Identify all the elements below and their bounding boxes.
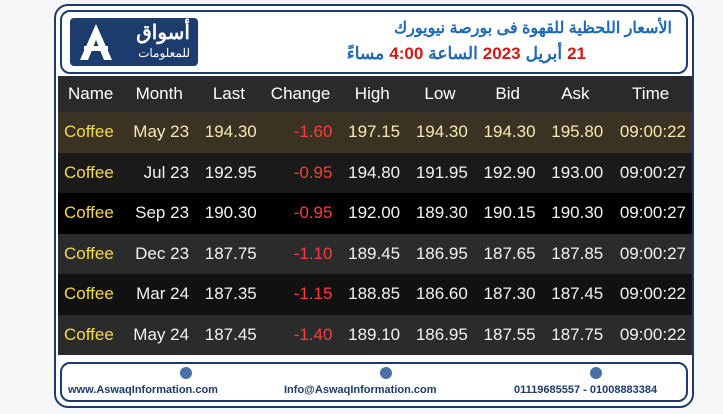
mail-icon bbox=[380, 367, 392, 379]
cell: 09:00:27 bbox=[619, 162, 686, 182]
cell: 192.95 bbox=[204, 162, 257, 182]
subtitle-part: الساعة bbox=[428, 44, 478, 63]
subtitle: 21أبريل2023الساعة4:00مساءً bbox=[342, 44, 586, 64]
cell: 186.60 bbox=[415, 284, 468, 304]
column-header: Month bbox=[123, 76, 196, 112]
cell: -1.60 bbox=[293, 122, 333, 142]
logo-name: أسواق bbox=[136, 22, 190, 44]
cell: 09:00:27 bbox=[619, 203, 686, 223]
header-row: Name Month Last Change High Low Bid Ask Time bbox=[58, 76, 692, 112]
cell: Coffee bbox=[64, 284, 114, 304]
cell: 189.10 bbox=[348, 324, 401, 344]
cell: Coffee bbox=[64, 243, 114, 263]
cell: 187.45 bbox=[551, 284, 604, 304]
column-header: High bbox=[338, 76, 407, 112]
cell: -1.15 bbox=[293, 284, 333, 304]
cell: 194.30 bbox=[415, 122, 468, 142]
cell: 187.75 bbox=[204, 243, 257, 263]
cell: 194.30 bbox=[483, 122, 536, 142]
data-row: Coffee Sep 23 190.30 -0.95 192.00 189.30 190.1… bbox=[58, 193, 692, 234]
cell: 192.00 bbox=[348, 203, 401, 223]
cell: 09:00:27 bbox=[619, 243, 686, 263]
cell: 192.90 bbox=[483, 162, 536, 182]
title: الأسعار اللحظية للقهوة فى بورصة نيويورك bbox=[393, 20, 672, 37]
cell: Coffee bbox=[64, 122, 114, 142]
cell: 195.80 bbox=[551, 122, 604, 142]
cell: 187.75 bbox=[551, 324, 604, 344]
cell: 194.80 bbox=[348, 162, 401, 182]
data-row: Coffee Mar 24 187.35 -1.15 188.85 186.60 187.3… bbox=[58, 274, 692, 315]
data-row: Coffee Dec 23 187.75 -1.10 189.45 186.95 187.6… bbox=[58, 233, 692, 274]
cell: Dec 23 bbox=[135, 243, 190, 263]
cell: 09:00:22 bbox=[619, 324, 686, 344]
website: www.AswaqInformation.com bbox=[68, 384, 218, 396]
cell: 197.15 bbox=[348, 122, 401, 142]
cell: 09:00:22 bbox=[619, 122, 686, 142]
cell: 186.95 bbox=[415, 324, 468, 344]
column-header: Bid bbox=[473, 76, 542, 112]
header: أسواق للمعلومات الأسعار اللحظية للقهوة ف… bbox=[60, 10, 688, 74]
cell: 189.45 bbox=[348, 243, 401, 263]
data-row: Coffee May 24 187.45 -1.40 189.10 186.95 187.5… bbox=[58, 314, 692, 355]
logo: أسواق للمعلومات bbox=[70, 18, 198, 66]
cell: 190.30 bbox=[551, 203, 604, 223]
cell: 187.85 bbox=[551, 243, 604, 263]
cell: 187.65 bbox=[483, 243, 536, 263]
cell: -0.95 bbox=[293, 203, 333, 223]
cell: May 23 bbox=[133, 122, 190, 142]
cell: May 24 bbox=[133, 324, 190, 344]
phone-icon bbox=[590, 367, 602, 379]
cell: Coffee bbox=[64, 324, 114, 344]
column-header: Last bbox=[195, 76, 263, 112]
email: Info@AswaqInformation.com bbox=[284, 384, 437, 396]
cell: 187.55 bbox=[483, 324, 536, 344]
cell: 186.95 bbox=[415, 243, 468, 263]
subtitle-part: مساءً bbox=[346, 44, 385, 63]
cell: 187.30 bbox=[483, 284, 536, 304]
column-header: Ask bbox=[541, 76, 610, 112]
cell: 187.45 bbox=[204, 324, 257, 344]
cell: -1.40 bbox=[293, 324, 333, 344]
column-header: Time bbox=[609, 76, 692, 112]
cell: Mar 24 bbox=[136, 284, 190, 304]
cell: 187.35 bbox=[204, 284, 257, 304]
column-header: Change bbox=[262, 76, 339, 112]
phones: 01119685557 - 01008883384 bbox=[514, 384, 658, 396]
logo-icon bbox=[80, 24, 112, 60]
cell: 190.30 bbox=[204, 203, 257, 223]
column-header: Low bbox=[406, 76, 474, 112]
frame: أسواق للمعلومات الأسعار اللحظية للقهوة ف… bbox=[54, 4, 694, 408]
price-table: Name Month Last Change High Low Bid Ask Time Coff… bbox=[58, 76, 692, 355]
cell: 191.95 bbox=[415, 162, 468, 182]
cell: 189.30 bbox=[415, 203, 468, 223]
logo-subtitle: للمعلومات bbox=[138, 46, 190, 60]
cell: Coffee bbox=[64, 162, 114, 182]
column-header: Name bbox=[58, 76, 124, 112]
cell: 190.15 bbox=[483, 203, 536, 223]
cell: -1.10 bbox=[293, 243, 333, 263]
subtitle-part: 2023 bbox=[482, 44, 521, 63]
cell: Coffee bbox=[64, 203, 114, 223]
cell: 188.85 bbox=[348, 284, 401, 304]
cell: 09:00:22 bbox=[619, 284, 686, 304]
cell: Jul 23 bbox=[143, 162, 190, 182]
footer: www.AswaqInformation.com Info@AswaqInfor… bbox=[60, 362, 688, 402]
cell: 193.00 bbox=[551, 162, 604, 182]
cell: 194.30 bbox=[204, 122, 257, 142]
data-row: Coffee Jul 23 192.95 -0.95 194.80 191.95 192.9… bbox=[58, 152, 692, 193]
subtitle-part: 21 bbox=[567, 44, 586, 63]
web-icon bbox=[180, 367, 192, 379]
data-row: Coffee May 23 194.30 -1.60 197.15 194.30 194.3… bbox=[58, 112, 692, 153]
cell: Sep 23 bbox=[135, 203, 190, 223]
cell: -0.95 bbox=[293, 162, 333, 182]
subtitle-part: أبريل bbox=[525, 44, 563, 63]
subtitle-part: 4:00 bbox=[389, 44, 424, 63]
